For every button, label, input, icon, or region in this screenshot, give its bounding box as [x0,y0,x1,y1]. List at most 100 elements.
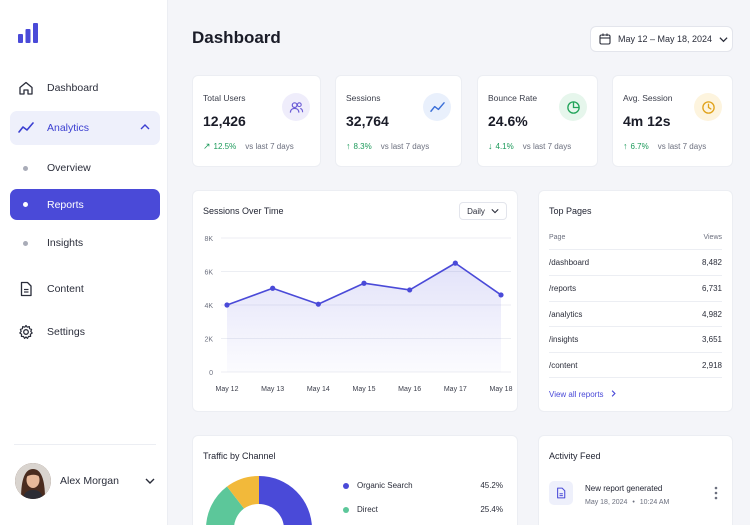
sidebar-item-label: Analytics [47,122,90,134]
sidebar-item-analytics[interactable]: Analytics [10,111,160,145]
card-title: Traffic by Channel [203,451,276,461]
bullet-icon [23,240,28,246]
sidebar-item-label: Reports [47,198,84,211]
sidebar-item-settings[interactable]: Settings [10,315,160,349]
column-header-page: Page [549,234,566,241]
y-tick-label: 0 [209,370,213,377]
bullet-icon [23,202,28,207]
table-row[interactable]: /dashboard 8,482 [549,249,722,274]
table-row[interactable]: /content 2,918 [549,352,722,377]
clock-icon [694,93,722,121]
table-row[interactable]: /analytics 4,982 [549,301,722,326]
stat-change: ↓ 4.1% vs last 7 days [488,141,572,151]
data-point [361,280,367,286]
data-point [270,285,276,291]
stat-card-bounce-rate: Bounce Rate 24.6% ↓ 4.1% vs last 7 days [477,75,598,167]
data-point [315,301,321,307]
sidebar-item-label: Dashboard [47,82,99,94]
arrow-up-icon: ↑ [346,141,351,151]
chevron-right-icon [610,390,617,399]
bullet-icon [23,165,28,171]
chevron-down-icon [719,36,728,42]
report-icon [549,481,573,505]
more-vertical-icon[interactable] [714,486,718,500]
activity-timestamp: May 18, 2024 • 10:24 AM [585,499,670,506]
stat-label: Avg. Session [623,93,673,103]
stat-label: Total Users [203,93,246,103]
date-range-picker[interactable]: May 12 – May 18, 2024 [590,26,733,52]
activity-feed-card: Activity Feed New report generated May 1… [538,435,733,525]
view-all-reports-link[interactable]: View all reports [549,390,617,399]
pie-icon [559,93,587,121]
stat-value: 12,426 [203,113,246,129]
stat-change: ↑ 8.3% vs last 7 days [346,141,430,151]
x-tick-label: May 16 [398,386,421,393]
sidebar-item-label: Insights [47,237,84,249]
users-icon [282,93,310,121]
sessions-chart-card: Sessions Over Time Daily 0 2K 4K 6K 8K May 12… [192,190,518,412]
stat-label: Bounce Rate [488,93,538,103]
sidebar-item-dashboard[interactable]: Dashboard [10,71,160,105]
date-range-label: May 12 – May 18, 2024 [618,34,713,44]
data-point [498,292,504,298]
donut-segment-direct [206,486,244,525]
table-row[interactable]: /reports 6,731 [549,275,722,300]
sidebar-item-overview[interactable]: Overview [10,151,160,185]
legend-dot [343,482,349,489]
chevron-down-icon[interactable] [145,476,155,486]
avatar [15,463,51,499]
data-point [407,287,413,293]
arrow-up-icon: ↑ [623,141,628,151]
stat-value: 32,764 [346,113,389,129]
table-header: Page Views [549,234,722,241]
sidebar-item-content[interactable]: Content [10,272,160,306]
stat-card-sessions: Sessions 32,764 ↑ 8.3% vs last 7 days [335,75,462,167]
period-select[interactable]: Daily [459,202,507,220]
gear-icon [17,323,35,341]
x-tick-label: May 15 [353,386,376,393]
y-tick-label: 6K [204,270,213,277]
card-title: Top Pages [549,206,592,216]
stat-card-avg-session: Avg. Session 4m 12s ↑ 6.7% vs last 7 day… [612,75,733,167]
donut-segment-other [227,475,259,509]
card-title: Sessions Over Time [203,206,284,216]
calendar-icon [599,33,611,45]
sidebar-item-label: Settings [47,326,85,338]
sidebar-divider [14,444,156,445]
stat-label: Sessions [346,93,381,103]
stat-value: 24.6% [488,113,528,129]
series-area [227,263,501,372]
sidebar-item-label: Content [47,283,84,295]
data-point [452,260,458,266]
trend-icon [17,119,35,137]
document-icon [17,280,35,298]
chevron-up-icon [140,124,150,130]
card-title: Activity Feed [549,451,601,461]
logo-icon [18,23,38,43]
user-name: Alex Morgan [60,475,119,487]
data-point [224,302,230,308]
stat-value: 4m 12s [623,113,671,129]
user-menu[interactable]: Alex Morgan [15,462,155,500]
x-tick-label: May 17 [444,386,467,393]
home-icon [17,79,35,97]
x-tick-label: May 12 [216,386,239,393]
table-row[interactable]: /insights 3,651 [549,326,722,351]
arrow-up-right-icon: ↗ [203,141,211,151]
trend-icon [423,93,451,121]
y-tick-label: 4K [204,303,213,310]
traffic-card: Traffic by Channel Organic Search 45.2% … [192,435,518,525]
sidebar: Dashboard Analytics Overview Reports Ins… [0,0,168,525]
activity-title: New report generated [585,484,663,493]
legend-item-direct: Direct 25.4% [343,505,503,514]
table-divider [549,377,722,378]
column-header-views: Views [703,234,722,241]
stat-card-total-users: Total Users 12,426 ↗ 12.5% vs last 7 day… [192,75,321,167]
top-pages-card: Top Pages Page Views /dashboard 8,482 /re… [538,190,733,412]
x-tick-label: May 18 [490,386,513,393]
x-tick-label: May 14 [307,386,330,393]
sidebar-item-reports[interactable]: Reports [10,189,160,220]
stat-change: ↑ 6.7% vs last 7 days [623,141,707,151]
x-tick-label: May 13 [261,386,284,393]
sidebar-item-insights[interactable]: Insights [10,226,160,260]
